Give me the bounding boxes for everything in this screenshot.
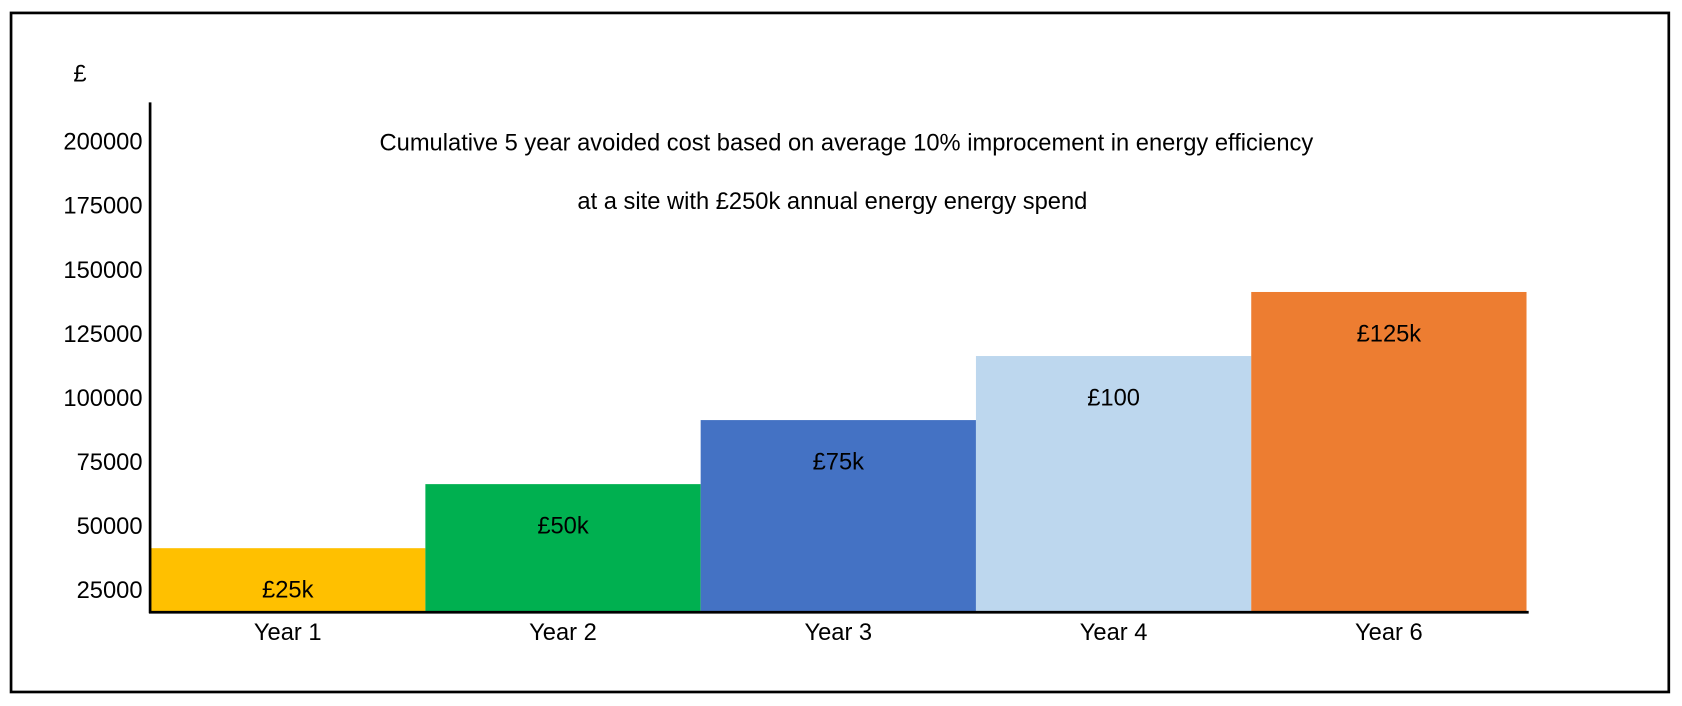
y-tick-label: 125000 [63,322,142,348]
y-tick-label: 100000 [63,386,142,412]
bar-annotation: £75k [813,449,865,475]
y-tick-label: 175000 [63,194,142,220]
y-tick-label: 75000 [77,450,143,476]
bar-annotation: £125k [1357,321,1422,347]
y-axis-label: £ [73,62,86,88]
x-tick-label: Year 6 [1355,620,1423,646]
chart-title: Cumulative 5 year avoided cost based on … [380,131,1314,157]
y-tick-label: 150000 [63,258,142,284]
chart-subtitle: at a site with £250k annual energy energ… [577,189,1087,215]
x-tick-label: Year 3 [804,620,872,646]
x-tick-label: Year 2 [529,620,597,646]
bar-annotation: £50k [537,514,589,540]
bar [150,548,426,613]
bar [425,484,701,613]
x-tick-label: Year 1 [254,620,322,646]
bar [700,420,976,613]
y-tick-label: 50000 [77,514,143,540]
chart-border [9,11,1671,694]
y-tick-label: 25000 [77,578,143,604]
x-tick-label: Year 4 [1080,620,1148,646]
bar [1251,291,1527,613]
bar [975,356,1252,613]
y-tick-label: 200000 [63,130,142,156]
bar-annotation: £100 [1087,385,1140,411]
bar-annotation: £25k [262,578,314,604]
